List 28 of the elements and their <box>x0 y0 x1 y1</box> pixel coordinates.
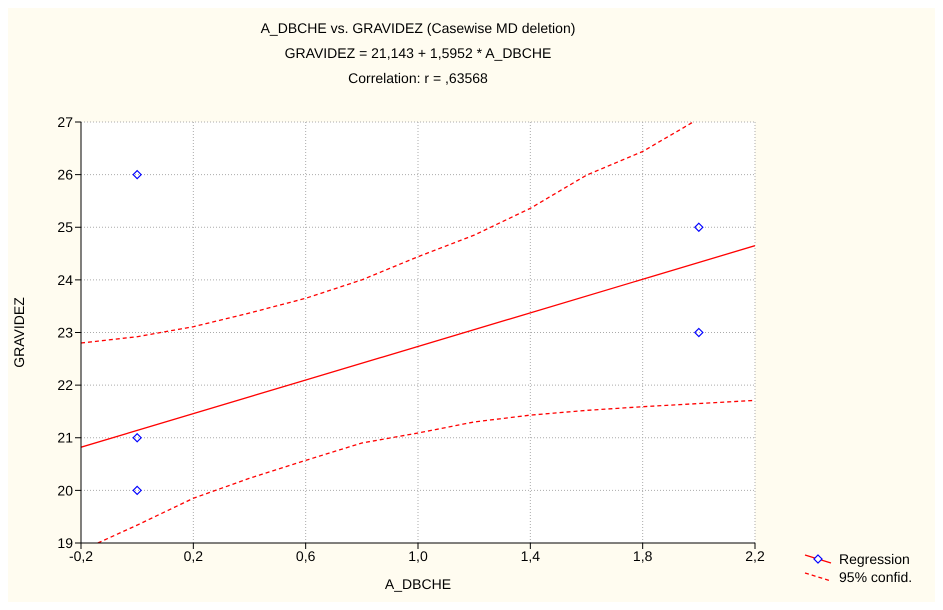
point <box>132 170 142 180</box>
y-tick-label: 22 <box>57 377 74 394</box>
point <box>132 486 142 495</box>
line-series <box>81 122 694 344</box>
y-tick-label: 24 <box>57 272 74 288</box>
x-tick-label: 1,4 <box>520 548 540 564</box>
x-tick-label: 1,8 <box>632 548 653 564</box>
y-tick-label: 25 <box>57 219 74 236</box>
point <box>132 433 142 442</box>
y-tick-label: 23 <box>57 324 74 340</box>
point <box>694 328 704 338</box>
point <box>694 222 704 232</box>
x-tick-label: 2,2 <box>745 548 765 564</box>
y-axis-title: GRAVIDEZ <box>10 296 27 368</box>
y-tick-label: 20 <box>57 482 74 498</box>
x-tick-label: 0,2 <box>184 548 204 564</box>
line-series <box>97 400 755 543</box>
x-tick-label: 0,6 <box>296 548 316 564</box>
legend-label: 95% confid. <box>839 568 912 586</box>
legend-label: Regression <box>839 550 910 568</box>
chart-subtitle: GRAVIDEZ = 21,143 + 1,5952 * A_DBCHE <box>284 44 552 63</box>
x-tick-label: 1,0 <box>408 548 428 564</box>
x-axis-title: A_DBCHE <box>384 576 452 592</box>
y-tick-label: 21 <box>57 430 74 446</box>
y-tick-label: 27 <box>57 114 74 130</box>
y-tick-label: 26 <box>57 166 74 183</box>
text: Correlation: r = ,63568 <box>347 69 489 88</box>
chart-title: A_DBCHE vs. GRAVIDEZ (Casewise MD deletion) <box>260 19 576 38</box>
